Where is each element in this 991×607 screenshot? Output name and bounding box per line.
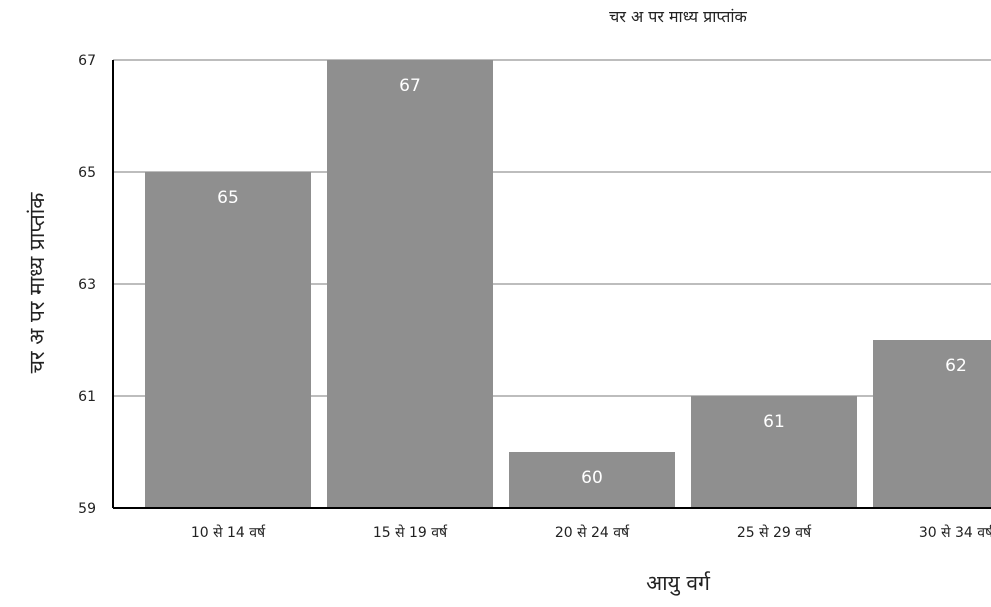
y-tick-label: 61 [78,389,96,405]
y-tick-label: 59 [78,501,96,517]
y-tick-label: 65 [78,165,96,181]
bar [509,452,675,508]
x-tick-label: 20 से 24 वर्ष [555,524,630,541]
y-axis-title: चर अ पर माध्य प्राप्तांक [25,192,49,374]
bar-value-label: 65 [217,188,239,208]
bar [691,396,857,508]
y-tick-label: 63 [78,277,96,293]
bar-value-label: 62 [945,356,967,376]
data-labels: 65 67 60 61 62 [217,76,967,488]
bars [145,60,991,508]
bar [145,172,311,508]
y-tick-label: 67 [78,53,96,69]
x-tick-label: 15 से 19 वर्ष [373,524,448,541]
x-tick-labels: 10 से 14 वर्ष 15 से 19 वर्ष 20 से 24 वर्ष 2… [191,524,991,541]
x-tick-label: 10 से 14 वर्ष [191,524,266,541]
bar-value-label: 61 [763,412,785,432]
x-tick-label: 25 से 29 वर्ष [737,524,812,541]
x-axis-title: आयु वर्ग [646,571,711,596]
chart-title: चर अ पर माध्य प्राप्तांक [609,7,747,26]
bar-value-label: 67 [399,76,421,96]
x-tick-label: 30 से 34 वर्ष [919,524,991,541]
bar [873,340,991,508]
y-tick-labels: 59 61 63 65 67 [78,53,96,517]
bar [327,60,493,508]
bar-value-label: 60 [581,468,603,488]
